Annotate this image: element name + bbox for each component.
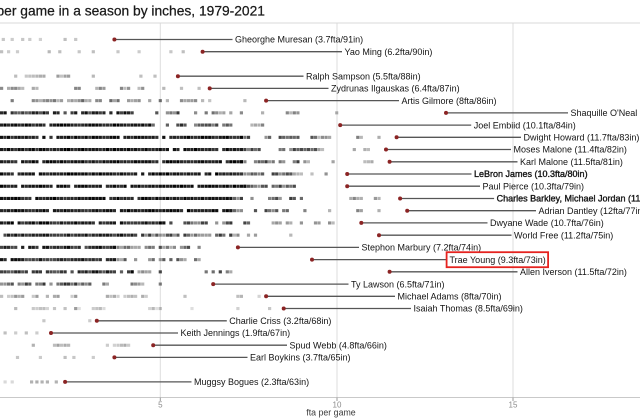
- svg-text:Spud Webb (4.8fta/66in): Spud Webb (4.8fta/66in): [290, 340, 387, 350]
- svg-text:Trae Young (9.3fta/73in): Trae Young (9.3fta/73in): [450, 255, 546, 265]
- svg-text:Charlie Criss (3.2fta/68in): Charlie Criss (3.2fta/68in): [229, 316, 331, 326]
- svg-text:LeBron James (10.3fta/80in): LeBron James (10.3fta/80in): [474, 169, 588, 179]
- svg-text:Gheorghe Muresan (3.7fta/91in): Gheorghe Muresan (3.7fta/91in): [235, 35, 363, 45]
- svg-text:Isaiah Thomas (8.5fta/69in): Isaiah Thomas (8.5fta/69in): [414, 304, 523, 314]
- svg-text:5: 5: [158, 401, 163, 410]
- svg-text:Artis Gilmore (8fta/86in): Artis Gilmore (8fta/86in): [402, 96, 497, 106]
- svg-text:Dwight Howard (11.7fta/83in): Dwight Howard (11.7fta/83in): [524, 133, 640, 143]
- svg-text:per game in a season by inches: per game in a season by inches, 1979-202…: [0, 4, 265, 19]
- svg-text:15: 15: [509, 401, 518, 410]
- svg-text:Keith Jennings (1.9fta/67in): Keith Jennings (1.9fta/67in): [181, 328, 291, 338]
- svg-text:Ralph Sampson (5.5fta/88in): Ralph Sampson (5.5fta/88in): [306, 71, 421, 81]
- svg-text:Yao Ming (6.2fta/90in): Yao Ming (6.2fta/90in): [345, 47, 433, 57]
- svg-text:Zydrunas Ilgauskas (6.4fta/87i: Zydrunas Ilgauskas (6.4fta/87in): [331, 84, 460, 94]
- svg-text:Stephon Marbury (7.2fta/74in): Stephon Marbury (7.2fta/74in): [362, 243, 482, 253]
- svg-text:Allen Iverson (11.5fta/72in): Allen Iverson (11.5fta/72in): [520, 267, 627, 277]
- svg-text:10: 10: [333, 401, 342, 410]
- svg-text:Shaquille O'Neal (13.1fta/85in: Shaquille O'Neal (13.1fta/85in): [571, 108, 640, 118]
- svg-text:Paul Pierce (10.3fta/79in): Paul Pierce (10.3fta/79in): [483, 181, 585, 191]
- svg-text:Moses Malone (11.4fta/82in): Moses Malone (11.4fta/82in): [514, 145, 627, 155]
- svg-text:Adrian Dantley (12fta/77in): Adrian Dantley (12fta/77in): [539, 206, 640, 216]
- svg-text:Michael Adams (8fta/70in): Michael Adams (8fta/70in): [398, 292, 502, 302]
- svg-text:Ty Lawson (6.5fta/71in): Ty Lawson (6.5fta/71in): [351, 279, 445, 289]
- svg-text:Dwyane Wade (10.7fta/76in): Dwyane Wade (10.7fta/76in): [490, 218, 604, 228]
- svg-text:fta per game: fta per game: [306, 408, 355, 418]
- svg-text:Muggsy Bogues (2.3fta/63in): Muggsy Bogues (2.3fta/63in): [194, 377, 309, 387]
- svg-text:World Free (11.2fta/75in): World Free (11.2fta/75in): [514, 230, 613, 240]
- svg-text:Charles Barkley, Michael Jorda: Charles Barkley, Michael Jordan (11.8fta…: [497, 194, 640, 204]
- svg-text:Karl Malone (11.5fta/81in): Karl Malone (11.5fta/81in): [520, 157, 623, 167]
- svg-text:Joel Embiid (10.1fta/84in): Joel Embiid (10.1fta/84in): [474, 120, 576, 130]
- svg-text:Earl Boykins (3.7fta/65in): Earl Boykins (3.7fta/65in): [250, 353, 351, 363]
